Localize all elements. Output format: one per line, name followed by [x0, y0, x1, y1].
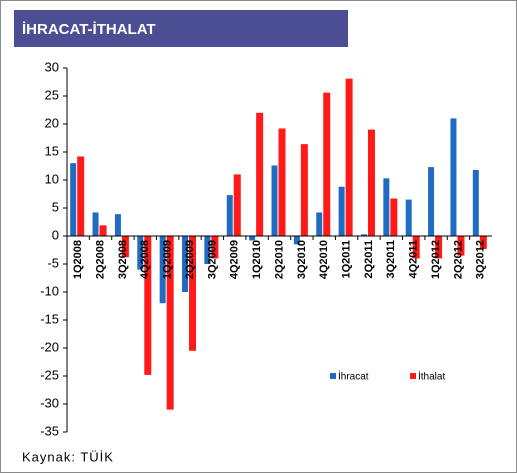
- bar: [412, 236, 420, 259]
- title-box: [14, 10, 348, 47]
- bar: [450, 118, 457, 236]
- x-tick-label: 3Q2009: [206, 240, 218, 279]
- y-tick-label: 0: [52, 227, 59, 242]
- x-tick-label: 3Q2010: [296, 240, 308, 279]
- bar: [405, 199, 412, 236]
- bar: [256, 112, 264, 236]
- y-tick-label: 25: [45, 87, 59, 102]
- bar: [211, 236, 219, 259]
- bar: [226, 195, 233, 236]
- x-tick-label: 1Q2008: [72, 240, 84, 279]
- bar: [345, 78, 353, 236]
- legend-swatch: [410, 373, 416, 379]
- x-tick-label: 4Q2008: [139, 240, 151, 279]
- bar: [121, 236, 129, 258]
- x-tick-label: 1Q2011: [341, 240, 353, 279]
- y-tick-label: -35: [40, 423, 59, 438]
- bar: [316, 212, 323, 236]
- bar: [293, 236, 300, 245]
- bar: [323, 92, 331, 236]
- legend-label: İhracat: [338, 370, 369, 383]
- chart-title: İHRACAT-İTHALAT: [22, 21, 156, 38]
- x-tick-label: 4Q2011: [408, 240, 420, 279]
- x-tick-label: 2Q2009: [184, 240, 196, 279]
- bar: [249, 236, 256, 241]
- y-tick-label: 30: [45, 59, 59, 74]
- x-tick-label: 2Q2008: [94, 240, 106, 279]
- y-tick-label: -15: [40, 311, 59, 326]
- x-tick-label: 3Q2012: [475, 240, 487, 279]
- y-tick-label: 10: [45, 171, 59, 186]
- bar: [189, 236, 197, 351]
- bar: [338, 186, 345, 236]
- source: Kaynak: TÜİK: [22, 449, 114, 464]
- y-tick-label: -25: [40, 367, 59, 382]
- y-tick-label: 20: [45, 115, 59, 130]
- x-tick-label: 1Q2010: [251, 240, 263, 279]
- y-tick-label: -5: [47, 255, 59, 270]
- legend-swatch: [330, 373, 336, 379]
- bar: [99, 225, 107, 236]
- legend-label: İthalat: [418, 370, 445, 383]
- bar: [435, 236, 443, 259]
- y-tick-label: -30: [40, 395, 59, 410]
- bar: [144, 236, 152, 375]
- bar: [182, 236, 189, 292]
- bar: [233, 174, 241, 236]
- bar: [360, 234, 367, 236]
- x-tick-label: 3Q2008: [117, 240, 129, 279]
- y-tick-label: 5: [52, 199, 59, 214]
- bar: [457, 236, 465, 256]
- bar: [166, 236, 174, 410]
- x-tick-label: 2Q2012: [452, 240, 464, 279]
- bar: [271, 165, 278, 236]
- bar: [114, 214, 121, 236]
- bar: [77, 156, 85, 236]
- bar: [479, 236, 487, 249]
- x-tick-label: 3Q2011: [385, 240, 397, 279]
- bar: [390, 198, 398, 236]
- bar: [137, 236, 144, 270]
- y-tick-label: 15: [45, 143, 59, 158]
- bar: [367, 129, 375, 236]
- y-tick-label: -20: [40, 339, 59, 354]
- bar: [428, 167, 435, 236]
- bar: [383, 178, 390, 236]
- x-tick-label: 4Q2010: [318, 240, 330, 279]
- y-tick-label: -10: [40, 283, 59, 298]
- bar: [204, 236, 211, 264]
- bar: [159, 236, 166, 304]
- x-tick-label: 2Q2011: [363, 240, 375, 279]
- bar: [300, 144, 308, 236]
- x-tick-label: 1Q2012: [430, 240, 442, 279]
- bar: [472, 169, 479, 236]
- bar: [92, 212, 99, 236]
- x-tick-label: 2Q2010: [273, 240, 285, 279]
- x-tick-label: 1Q2009: [162, 240, 174, 279]
- bar: [70, 163, 77, 236]
- x-tick-label: 4Q2009: [229, 240, 241, 279]
- bar: [278, 128, 286, 236]
